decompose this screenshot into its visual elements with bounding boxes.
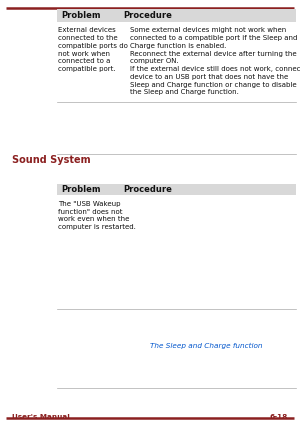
Text: The Sleep and Charge function: The Sleep and Charge function [150,343,262,349]
Text: Procedure: Procedure [123,11,172,20]
Text: Problem: Problem [61,11,101,20]
Bar [57,9,296,22]
Text: Problem: Problem [61,185,101,194]
Bar [57,184,296,195]
Text: External devices
connected to the
compatible ports do
not work when
connected to: External devices connected to the compat… [58,27,128,72]
Text: User's Manual: User's Manual [12,414,70,420]
Text: Sound System: Sound System [12,155,91,165]
Text: Some external devices might not work when
connected to a compatible port if the : Some external devices might not work whe… [130,27,300,96]
Text: 6-18: 6-18 [270,414,288,420]
Text: Procedure: Procedure [123,185,172,194]
Text: The "USB Wakeup
function" does not
work even when the
computer is restarted.: The "USB Wakeup function" does not work … [58,201,136,230]
